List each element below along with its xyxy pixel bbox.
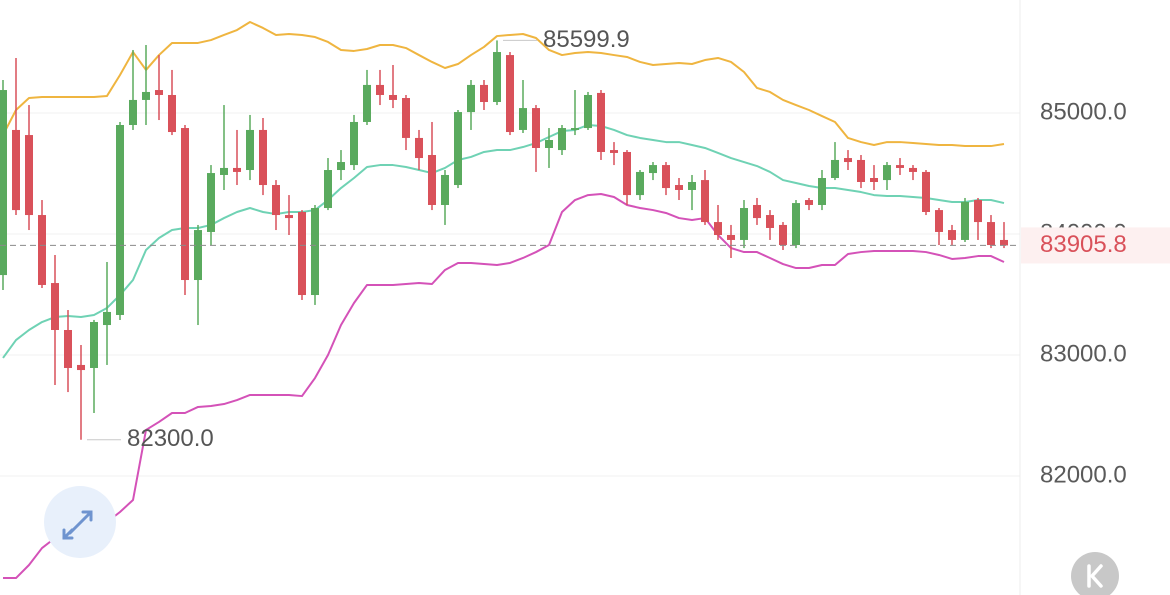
candle-body [77,364,85,371]
candle-body [350,121,358,166]
candle-body [727,234,735,240]
candle-body [935,210,943,232]
candle-body [584,94,592,129]
collapse-button[interactable] [1071,552,1119,595]
y-tick-label: 83000.0 [1040,340,1127,367]
last-price-box [1021,227,1170,264]
candle-body [532,108,540,148]
candle-body [194,230,202,281]
candle-body [207,173,215,232]
candle-body [857,159,865,182]
band-line [2,21,1005,148]
candle-body [623,151,631,196]
candle-body [363,84,371,122]
candle-body [0,90,7,276]
candle-body [961,201,969,240]
candle-body [922,171,930,213]
candle-body [649,165,657,174]
candle-body [220,167,228,175]
candles: 85599.9 82300.0 [0,26,1020,452]
candle-body [324,170,332,209]
candle-body [480,84,488,103]
candle-body [337,162,345,171]
candle-body [181,128,189,281]
candle-body [831,159,839,179]
candle-body [51,283,59,330]
candle-body [376,84,384,95]
candle-body [597,92,605,152]
candle-body [298,212,306,296]
candle-body [909,167,917,172]
candle-body [974,200,982,223]
candle-body [389,94,397,100]
expand-button[interactable] [44,486,116,558]
candle-body [103,311,111,326]
candle-body [25,135,33,216]
y-tick-label: 82000.0 [1040,461,1127,488]
candle-body [441,174,449,205]
annotation-label: 85599.9 [543,26,630,53]
candle-body [558,128,566,151]
candle-body [805,200,813,205]
candle-body [701,180,709,223]
candle-body [285,215,293,219]
annotation-label: 82300.0 [127,425,214,452]
candle-body [883,165,891,181]
candle-body [571,128,579,130]
candle-body [818,178,826,205]
candle-body [415,137,423,159]
candle-body [870,178,878,182]
last-price-label: 83905.8 [1040,231,1127,258]
grid [0,112,1020,477]
candle-body [64,329,72,368]
candle-body [168,94,176,133]
candle-body [233,167,241,172]
candle-body [610,150,618,153]
candle-body [987,222,995,246]
candle-body [259,129,267,186]
bands [2,21,1005,580]
band-line [2,124,1005,359]
candle-body [662,165,670,189]
candle-body [896,165,904,168]
candle-body [155,90,163,95]
collapse-icon[interactable] [1087,564,1103,588]
candle-body [1000,239,1008,246]
candle-body [545,140,553,148]
candle-body [311,208,319,296]
candle-body [402,98,410,138]
candle-body [506,55,514,133]
candle-body [246,129,254,171]
candle-body [38,215,46,285]
candle-body [779,224,787,246]
candle-body [688,181,696,190]
candle-body [636,171,644,196]
candle-body [467,84,475,113]
candle-body [519,108,527,130]
candle-body [12,129,20,211]
candle-body [142,91,150,100]
candle-body [792,203,800,246]
expand-icon[interactable] [62,510,93,540]
candle-body [675,185,683,190]
band-line [3,192,1005,580]
candle-body [129,99,137,126]
candle-body [740,208,748,240]
candle-body [90,322,98,368]
candle-body [753,204,761,219]
candle-body [844,158,852,163]
candle-body [116,125,124,315]
candle-body [428,155,436,205]
candle-body [766,215,774,228]
candle-body [948,230,956,240]
candle-body [493,52,501,103]
candle-body [714,222,722,235]
candle-body [454,112,462,186]
candle-body [272,185,280,216]
y-tick-label: 85000.0 [1040,98,1127,125]
